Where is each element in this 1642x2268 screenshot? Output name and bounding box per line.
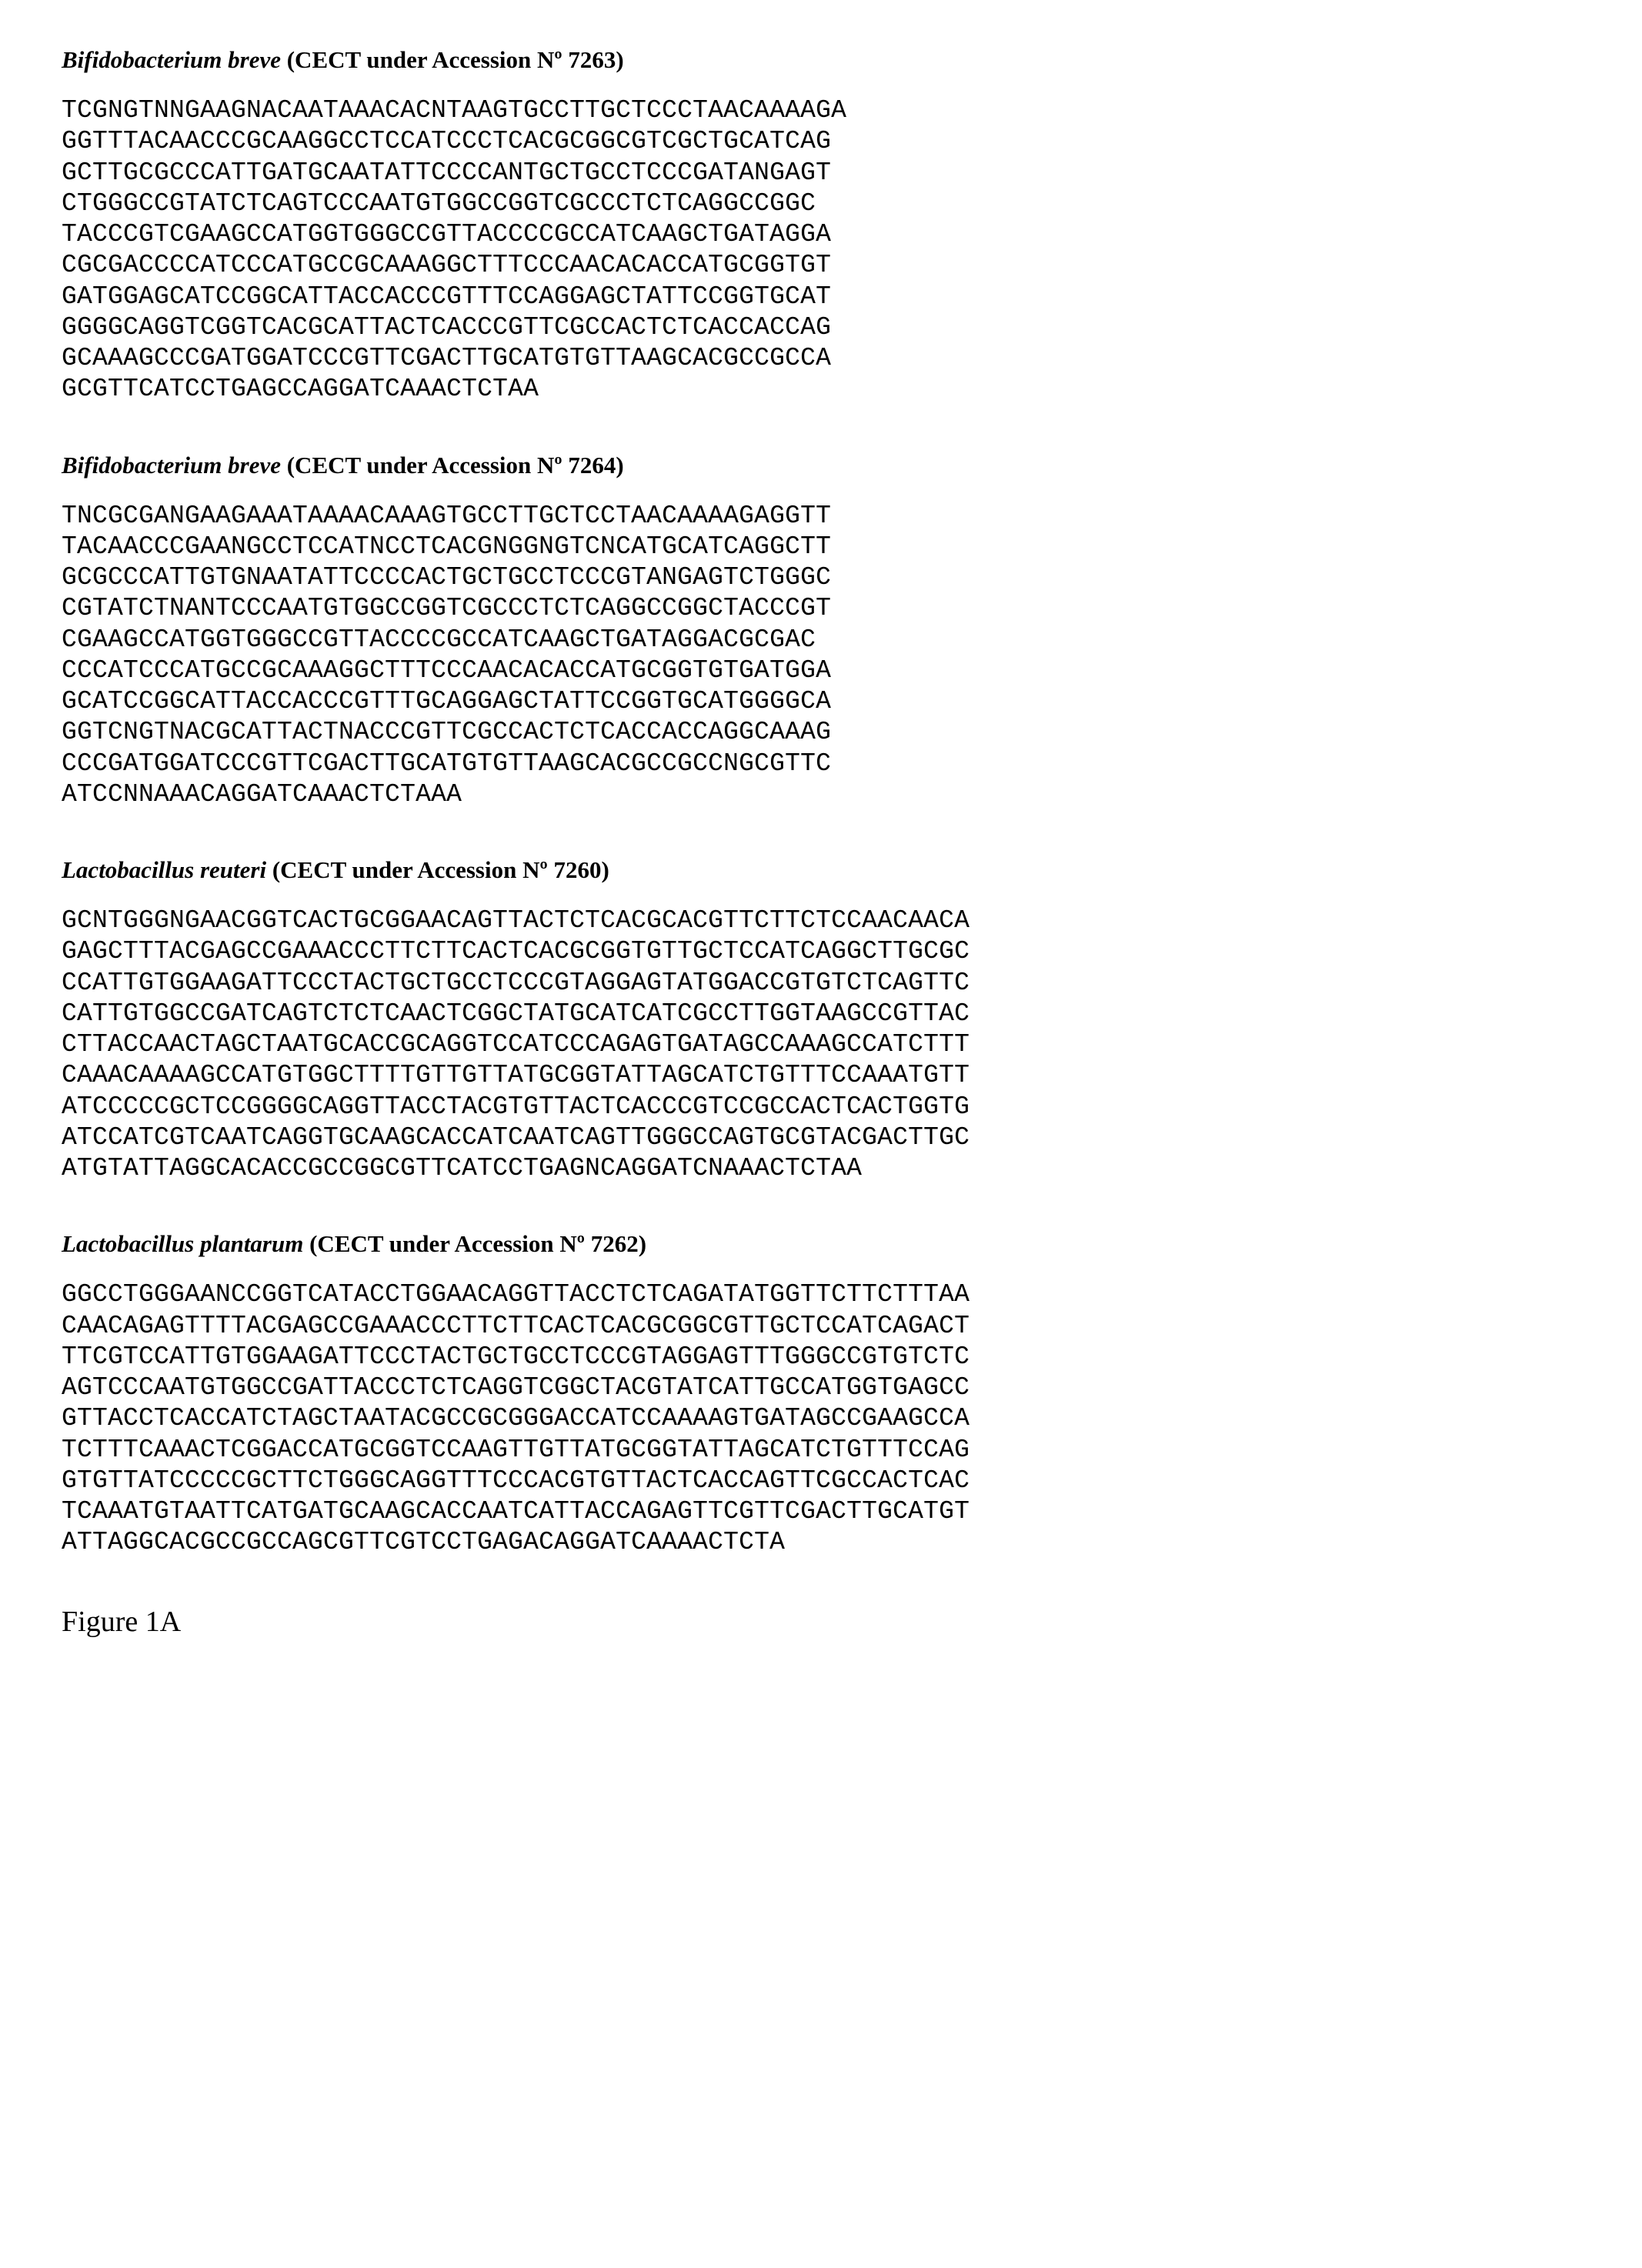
section-heading: Lactobacillus reuteri (CECT under Access… <box>62 856 1580 884</box>
dna-sequence: GGCCTGGGAANCCGGTCATACCTGGAACAGGTTACCTCTC… <box>62 1279 1580 1558</box>
sequence-section: Lactobacillus reuteri (CECT under Access… <box>62 856 1580 1184</box>
dna-sequence: TNCGCGANGAAGAAATAAAACAAAGTGCCTTGCTCCTAAC… <box>62 501 1580 811</box>
sequence-section: Bifidobacterium breve (CECT under Access… <box>62 452 1580 811</box>
accession-label: (CECT under Accession Nº 7264) <box>281 452 624 479</box>
organism-name: Lactobacillus plantarum <box>62 1230 303 1257</box>
organism-name: Bifidobacterium breve <box>62 452 281 479</box>
accession-label: (CECT under Accession Nº 7263) <box>281 46 624 73</box>
section-heading: Bifidobacterium breve (CECT under Access… <box>62 452 1580 479</box>
section-heading: Bifidobacterium breve (CECT under Access… <box>62 46 1580 74</box>
accession-label: (CECT under Accession Nº 7262) <box>303 1230 646 1257</box>
sequence-section: Lactobacillus plantarum (CECT under Acce… <box>62 1230 1580 1558</box>
sequence-section: Bifidobacterium breve (CECT under Access… <box>62 46 1580 405</box>
organism-name: Bifidobacterium breve <box>62 46 281 73</box>
accession-label: (CECT under Accession Nº 7260) <box>266 856 609 883</box>
organism-name: Lactobacillus reuteri <box>62 856 266 883</box>
section-heading: Lactobacillus plantarum (CECT under Acce… <box>62 1230 1580 1258</box>
dna-sequence: GCNTGGGNGAACGGTCACTGCGGAACAGTTACTCTCACGC… <box>62 906 1580 1184</box>
dna-sequence: TCGNGTNNGAAGNACAATAAACACNTAAGTGCCTTGCTCC… <box>62 95 1580 405</box>
figure-label: Figure 1A <box>62 1605 1580 1639</box>
